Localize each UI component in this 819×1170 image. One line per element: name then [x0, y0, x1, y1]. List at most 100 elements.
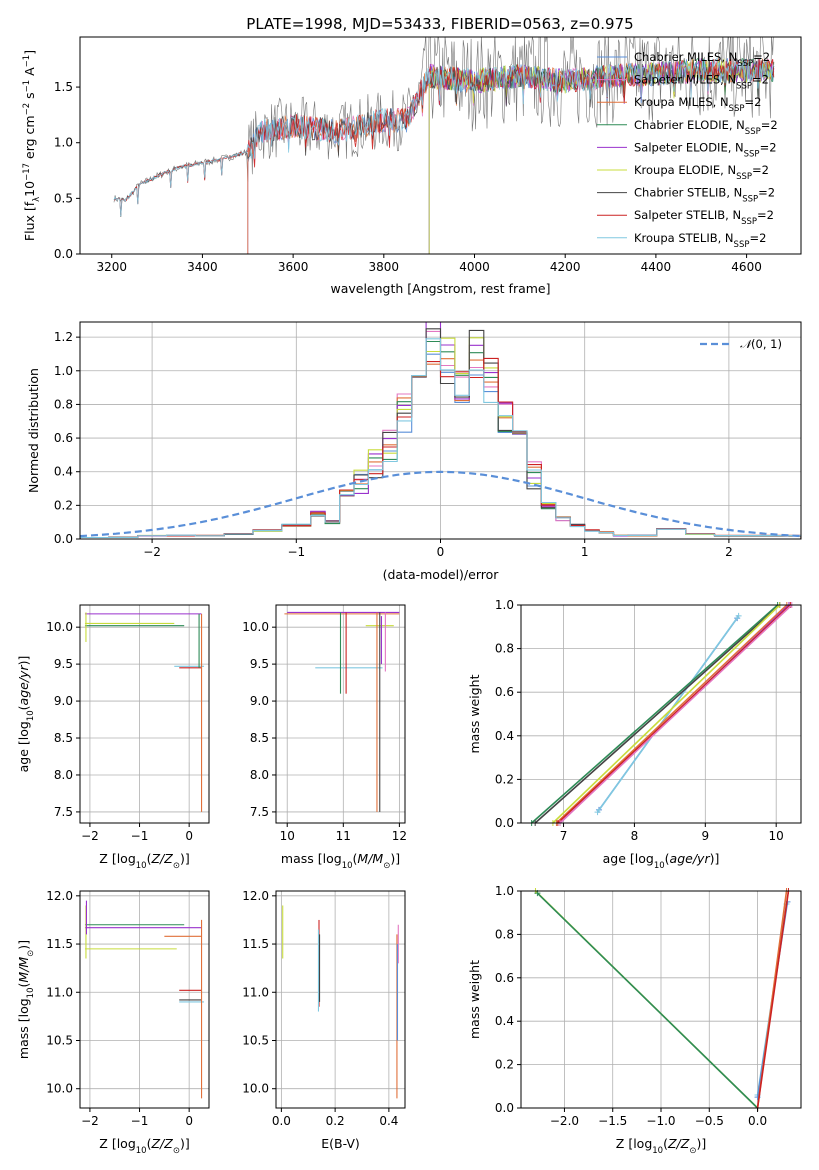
- label-part: Salpeter ELODIE, N: [634, 140, 744, 154]
- label-part: )]: [696, 1136, 706, 1151]
- label-part: SSP: [744, 149, 760, 159]
- x-tick-label: 0: [185, 829, 193, 843]
- label-part: =2: [753, 50, 770, 64]
- x-tick-label: 4000: [459, 260, 490, 274]
- label-part: Z [log: [616, 1136, 652, 1151]
- legend-label-4: Salpeter ELODIE, NSSP=2: [634, 140, 777, 159]
- label-part: SSP: [734, 240, 750, 250]
- x-axis-label: Z [log10(Z/Z⊙)]: [99, 851, 189, 871]
- x-tick-label: 0: [185, 1114, 193, 1128]
- label-part: (: [16, 983, 31, 988]
- x-tick-label: 8: [631, 829, 639, 843]
- model-spectrum-8: [113, 57, 775, 217]
- legend-label-normal: 𝒩(0, 1): [740, 337, 782, 351]
- label-part: 10: [342, 861, 353, 871]
- x-tick-label: 11: [336, 829, 351, 843]
- x-tick-label: 0.2: [326, 1114, 345, 1128]
- chart-age-vs-z: −2 −1 07.58.08.59.09.510.0Z [log10(Z/Z⊙)]a…: [16, 604, 210, 871]
- figure-title: PLATE=1998, MJD=53433, FIBERID=0563, z=0…: [246, 15, 633, 33]
- x-tick-label: 0: [437, 545, 445, 559]
- y-tick-label: 0.0: [495, 1101, 514, 1115]
- x-tick-label: 7: [560, 829, 568, 843]
- label-part: Z [log: [99, 1136, 135, 1151]
- x-tick-label: 3800: [369, 260, 400, 274]
- label-part: age/yr: [16, 665, 31, 706]
- y-tick-label: 0.8: [495, 927, 514, 941]
- y-tick-label: 11.0: [46, 985, 73, 999]
- label-part: Salpeter MILES, N: [634, 73, 736, 87]
- y-tick-label: 0.6: [54, 431, 73, 445]
- x-axis-label: (data-model)/error: [383, 567, 500, 582]
- legend-label-8: Kroupa STELIB, NSSP=2: [634, 231, 766, 250]
- label-part: age [log: [603, 851, 654, 866]
- y-tick-label: 1.0: [54, 364, 73, 378]
- label-part: λ: [32, 197, 42, 202]
- label-part: 10: [136, 1146, 147, 1156]
- label-part: ⊙: [173, 1146, 180, 1156]
- label-part: M/M: [16, 957, 31, 983]
- weight-line-8: [559, 604, 793, 824]
- axes-frame: [275, 604, 406, 824]
- y-tick-label: 0.6: [495, 685, 514, 699]
- y-tick-label: 0.0: [54, 247, 73, 261]
- x-tick-label: 12: [392, 829, 407, 843]
- label-part: =2: [758, 186, 775, 200]
- label-part: M/M: [357, 851, 383, 866]
- x-axis-label: Z [log10(Z/Z⊙)]: [99, 1136, 189, 1156]
- y-tick-label: 10.0: [46, 1082, 73, 1096]
- label-part: ⊙: [26, 950, 36, 957]
- label-part: age/yr: [670, 851, 711, 866]
- label-part: =2: [749, 231, 766, 245]
- chart-residuals: −2 −1 0 1 2 0.0 0.2 0.4 0.6 0.8 1.0 1.2 (data-model)…: [26, 321, 802, 582]
- label-part: (: [665, 851, 670, 866]
- y-axis-label: mass weight: [467, 674, 482, 753]
- label-part: Z/Z: [150, 1136, 173, 1151]
- y-tick-label: 7.5: [54, 805, 73, 819]
- y-tick-label: 0.4: [54, 465, 73, 479]
- label-part: −1: [22, 55, 32, 68]
- label-part: )]: [180, 851, 190, 866]
- y-axis-label: age [log10(age/yr)]: [16, 656, 36, 773]
- y-tick-label: 0.4: [495, 1014, 514, 1028]
- axes-frame: [275, 890, 406, 1109]
- label-part: )]: [16, 940, 31, 950]
- weight-line-7: [557, 604, 791, 824]
- y-tick-label: 0.5: [54, 191, 73, 205]
- x-tick-label: 10: [280, 829, 295, 843]
- y-tick-label: 0.0: [54, 532, 73, 546]
- x-tick-label: −2: [81, 829, 99, 843]
- label-part: SSP: [745, 127, 761, 137]
- y-tick-label: 0.4: [495, 729, 514, 743]
- legend-label-3: Chabrier ELODIE, NSSP=2: [634, 118, 778, 137]
- label-part: SSP: [741, 217, 757, 227]
- y-tick-label: 10.0: [242, 1082, 269, 1096]
- x-tick-label: −2.0: [550, 1114, 579, 1128]
- y-tick-label: 9.5: [54, 657, 73, 671]
- y-axis-label: Flux [fλ10−17 erg cm−2 s−1 A−1]: [22, 50, 42, 241]
- label-part: SSP: [737, 59, 753, 69]
- y-tick-label: 0.2: [495, 1058, 514, 1072]
- label-part: SSP: [729, 104, 745, 114]
- label-part: Kroupa ELODIE, N: [634, 163, 736, 177]
- label-part: ⊙: [383, 861, 390, 871]
- x-tick-label: 0.4: [379, 1114, 398, 1128]
- label-part: )]: [710, 851, 720, 866]
- residual-histograms: [80, 322, 801, 539]
- label-part: −1: [22, 80, 32, 93]
- label-part: SSP: [736, 82, 752, 92]
- legend-label-6: Chabrier STELIB, NSSP=2: [634, 186, 775, 205]
- axes-frame: [79, 604, 210, 824]
- label-part: )]: [16, 656, 31, 666]
- label-part: (: [353, 851, 358, 866]
- label-part: Z/Z: [667, 1136, 690, 1151]
- residual-hist-8: [80, 338, 801, 539]
- label-part: SSP: [742, 195, 758, 205]
- y-tick-label: 0.2: [495, 772, 514, 786]
- y-tick-label: 8.0: [250, 768, 269, 782]
- y-tick-label: 8.0: [54, 768, 73, 782]
- x-axis-label: E(B-V): [321, 1136, 360, 1151]
- label-part: ⊙: [689, 1146, 696, 1156]
- legend-label-2: Kroupa MILES, NSSP=2: [634, 95, 761, 114]
